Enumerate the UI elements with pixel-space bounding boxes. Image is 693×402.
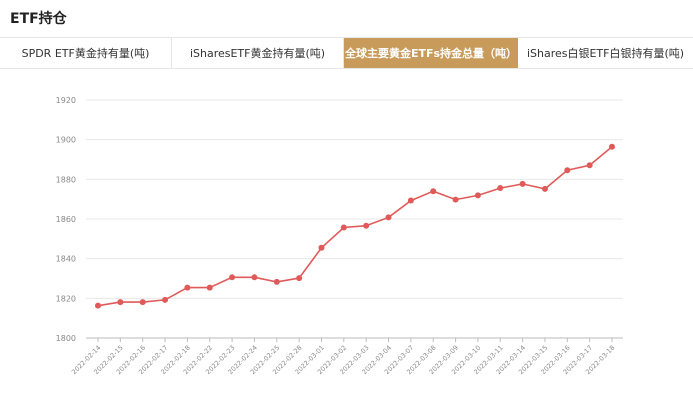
data-point[interactable]	[609, 143, 615, 150]
line-chart: 1800 1820 1840 1860 1880 1900 1920 2022-02-142…	[56, 96, 623, 376]
series-points	[95, 143, 615, 309]
data-point[interactable]	[430, 188, 437, 195]
grid-lines	[86, 99, 623, 339]
x-axis-ticks: 2022-02-142022-02-152022-02-162022-02-17…	[70, 338, 616, 376]
y-tick-label: 1800	[56, 334, 76, 343]
y-axis-ticks: 1800 1820 1840 1860 1880 1900 1920	[56, 96, 76, 343]
data-point[interactable]	[229, 274, 236, 281]
y-tick-label: 1860	[56, 215, 76, 224]
tab-global-gold-etfs[interactable]: 全球主要黄金ETFs持金总量（吨）	[344, 38, 518, 68]
data-point[interactable]	[184, 284, 191, 291]
data-point[interactable]	[452, 196, 459, 203]
tab-bar: SPDR ETF黄金持有量(吨) iSharesETF黄金持有量(吨) 全球主要…	[0, 37, 693, 69]
data-point[interactable]	[541, 185, 548, 192]
data-point[interactable]	[586, 162, 593, 169]
y-tick-label: 1880	[56, 175, 76, 184]
data-point[interactable]	[273, 278, 280, 285]
series-line	[97, 146, 613, 307]
page-title: ETF持仓	[10, 11, 67, 27]
data-point[interactable]	[474, 192, 481, 199]
data-point[interactable]	[318, 244, 325, 251]
data-point[interactable]	[497, 185, 504, 192]
data-point[interactable]	[385, 214, 392, 221]
tab-spdr-gold[interactable]: SPDR ETF黄金持有量(吨)	[0, 38, 172, 68]
data-point[interactable]	[519, 180, 526, 187]
data-point[interactable]	[251, 274, 258, 281]
data-point[interactable]	[95, 302, 101, 309]
data-point[interactable]	[296, 275, 303, 282]
y-tick-label: 1900	[56, 136, 76, 145]
data-point[interactable]	[407, 197, 414, 204]
data-point[interactable]	[340, 224, 347, 231]
y-tick-label: 1920	[56, 96, 76, 105]
data-point[interactable]	[117, 299, 124, 306]
data-point[interactable]	[206, 284, 213, 291]
data-point[interactable]	[162, 296, 169, 303]
tab-ishares-silver[interactable]: iShares白银ETF白银持有量(吨)	[526, 47, 685, 60]
data-point[interactable]	[139, 299, 146, 306]
tab-ishares-gold[interactable]: iSharesETF黄金持有量(吨)	[172, 38, 344, 68]
y-tick-label: 1840	[56, 255, 76, 264]
data-point[interactable]	[564, 167, 571, 174]
data-point[interactable]	[363, 222, 370, 229]
y-tick-label: 1820	[56, 294, 76, 303]
